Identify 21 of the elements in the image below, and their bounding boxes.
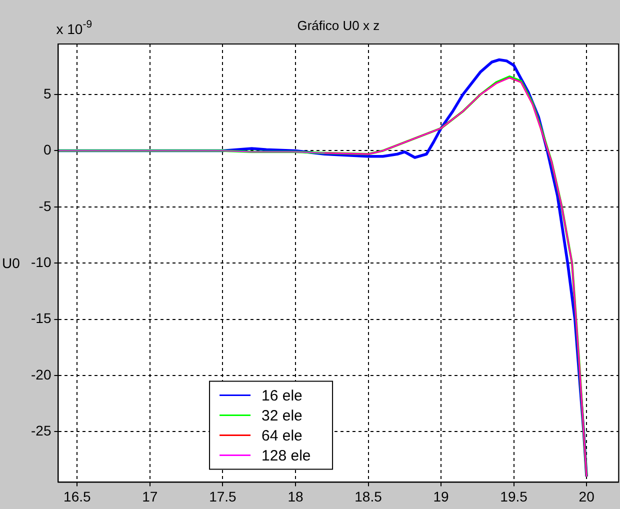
chart-title: Gráfico U0 x z bbox=[297, 18, 380, 33]
y-tick-label: -15 bbox=[31, 310, 52, 326]
y-tick-label: -5 bbox=[38, 198, 52, 214]
y-tick-label: -10 bbox=[31, 254, 52, 270]
x-tick-label: 17 bbox=[142, 488, 158, 504]
x-tick-label: 16.5 bbox=[64, 488, 91, 504]
legend-label: 128 ele bbox=[262, 447, 311, 464]
legend-label: 16 ele bbox=[262, 387, 302, 404]
legend-label: 32 ele bbox=[262, 407, 302, 424]
x-tick-label: 19.5 bbox=[500, 488, 528, 504]
x-tick-label: 18.5 bbox=[354, 488, 382, 504]
x-tick-label: 20 bbox=[578, 488, 595, 504]
legend-label: 64 ele bbox=[262, 427, 302, 444]
y-tick-label: -20 bbox=[31, 366, 52, 382]
x-tick-label: 19 bbox=[433, 488, 450, 504]
y-tick-label: 0 bbox=[43, 142, 52, 158]
y-axis-title: U0 bbox=[2, 255, 20, 272]
y-tick-label: -25 bbox=[31, 422, 52, 438]
y-tick-label: 5 bbox=[43, 85, 52, 102]
x-tick-label: 17.5 bbox=[209, 488, 237, 504]
x-tick-label: 18 bbox=[288, 488, 304, 504]
